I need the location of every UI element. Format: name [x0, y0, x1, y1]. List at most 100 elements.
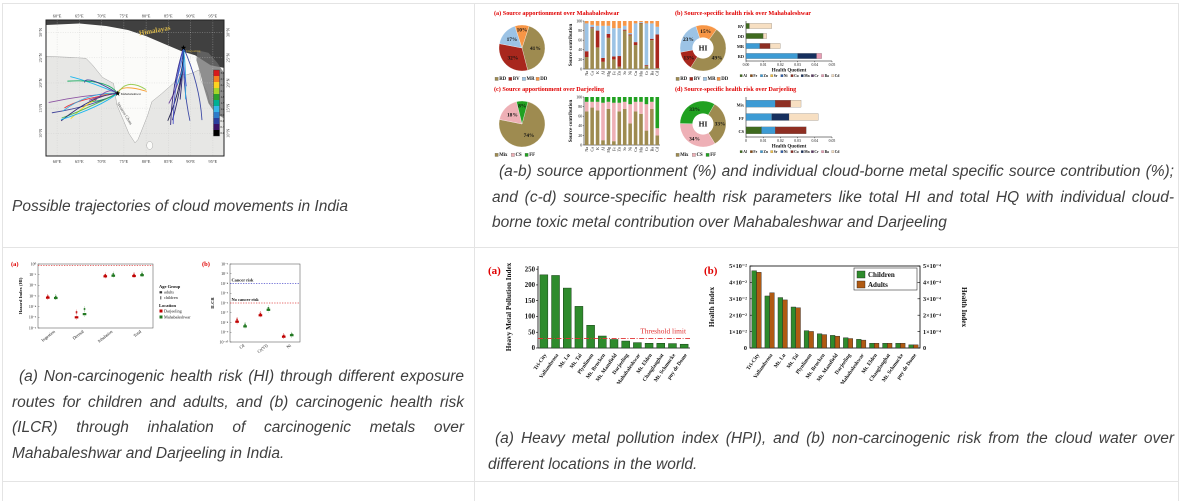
- svg-text:Health Quotient: Health Quotient: [772, 145, 807, 150]
- svg-text:K: K: [595, 71, 600, 74]
- svg-text:2×10⁻⁴: 2×10⁻⁴: [923, 312, 941, 319]
- svg-text:0.02: 0.02: [777, 63, 784, 67]
- table-border-center: [474, 3, 475, 501]
- svg-text:200: 200: [525, 282, 536, 289]
- svg-text:Total: Total: [132, 328, 143, 338]
- svg-text:90°E: 90°E: [186, 14, 195, 19]
- svg-text:FF: FF: [739, 116, 745, 121]
- svg-text:Source contribution: Source contribution: [569, 24, 574, 67]
- svg-text:BV: BV: [513, 77, 520, 82]
- svg-text:0.03: 0.03: [794, 139, 801, 143]
- svg-text:Sr: Sr: [622, 70, 627, 74]
- health-risk-charts: (a) 10⁰ 10⁻¹ 10⁻² 10⁻³ 10⁻⁴ 10⁻⁵ 10⁻⁶ Hazard Ind…: [11, 261, 301, 354]
- svg-text:0: 0: [532, 345, 536, 352]
- svg-text:CS: CS: [739, 129, 745, 134]
- svg-text:Ni: Ni: [285, 342, 292, 349]
- svg-text:Ca: Ca: [590, 147, 595, 152]
- svg-text:13%: 13%: [684, 55, 695, 61]
- svg-text:10⁻³: 10⁻³: [221, 272, 229, 276]
- svg-text:4×10⁻²: 4×10⁻²: [729, 280, 747, 287]
- svg-text:HI: HI: [699, 44, 708, 53]
- svg-text:2.4: 2.4: [221, 83, 225, 87]
- subfigure-a: (a) Source apportionment over Mahabalesh…: [494, 10, 660, 82]
- svg-text:8%: 8%: [518, 103, 526, 109]
- svg-text:0.00: 0.00: [743, 63, 750, 67]
- svg-text:0.05: 0.05: [829, 63, 836, 67]
- svg-text:30°N: 30°N: [226, 28, 231, 37]
- svg-text:No cancer risk: No cancer risk: [232, 297, 260, 302]
- svg-text:Ni: Ni: [784, 74, 788, 78]
- svg-text:0.0: 0.0: [221, 131, 225, 135]
- svg-text:65°E: 65°E: [75, 14, 84, 19]
- svg-text:Zn: Zn: [764, 150, 768, 154]
- svg-text:20°N: 20°N: [226, 78, 231, 87]
- svg-text:(a): (a): [11, 261, 19, 268]
- svg-text:Mahabaleshwar: Mahabaleshwar: [164, 314, 191, 319]
- svg-text:Cd: Cd: [238, 342, 246, 350]
- svg-text:CS: CS: [697, 153, 703, 158]
- svg-text:Fe: Fe: [753, 150, 757, 154]
- svg-text:40: 40: [578, 123, 582, 128]
- svg-text:10%: 10%: [517, 27, 528, 33]
- svg-text:0.04: 0.04: [811, 63, 818, 67]
- svg-text:0.05: 0.05: [829, 139, 836, 143]
- svg-text:Zn: Zn: [617, 147, 622, 151]
- svg-text:20°N: 20°N: [38, 78, 43, 87]
- table-border-top: [2, 3, 1179, 4]
- svg-text:Al: Al: [600, 146, 605, 151]
- svg-text:0.3: 0.3: [221, 125, 225, 129]
- svg-text:Al: Al: [743, 74, 747, 78]
- svg-text:20: 20: [578, 133, 582, 138]
- svg-text:80: 80: [578, 104, 582, 109]
- svg-text:Zn: Zn: [764, 74, 768, 78]
- table-border-middle: [2, 247, 1179, 248]
- svg-text:Heavy Metal Pollution Index: Heavy Metal Pollution Index: [505, 262, 513, 351]
- svg-text:10⁻⁵: 10⁻⁵: [29, 316, 37, 320]
- svg-text:80°E: 80°E: [142, 159, 151, 164]
- svg-text:10⁻¹⁰: 10⁻¹⁰: [220, 340, 229, 344]
- svg-text:Fe: Fe: [611, 147, 616, 151]
- svg-text:adults: adults: [164, 290, 174, 295]
- svg-text:Health Index: Health Index: [960, 287, 968, 328]
- source-apportionment-figure: (a) Source apportionment over Mahabalesh…: [488, 6, 850, 158]
- svg-text:Zn: Zn: [617, 71, 622, 75]
- svg-text:Health Quotient: Health Quotient: [772, 69, 807, 74]
- svg-text:60: 60: [578, 114, 582, 119]
- svg-text:Mahabaleshwar: Mahabaleshwar: [121, 92, 142, 96]
- svg-text:Ba: Ba: [649, 71, 654, 76]
- svg-text:DD: DD: [540, 77, 547, 82]
- svg-text:60°E: 60°E: [53, 14, 62, 19]
- subfigure-d: (d) Source-specific health risk over Dar…: [675, 86, 839, 158]
- svg-text:3×10⁻⁴: 3×10⁻⁴: [923, 296, 941, 303]
- svg-text:25°N: 25°N: [226, 53, 231, 62]
- svg-text:30°N: 30°N: [38, 28, 43, 37]
- svg-text:1.5: 1.5: [221, 101, 225, 105]
- svg-text:(b): (b): [704, 265, 718, 277]
- svg-text:10⁻²: 10⁻²: [221, 262, 229, 266]
- svg-text:60: 60: [578, 38, 582, 43]
- svg-text:0: 0: [744, 345, 747, 352]
- svg-text:5×10⁻²: 5×10⁻²: [729, 263, 747, 270]
- svg-text:Mg: Mg: [606, 147, 611, 153]
- svg-text:15°N: 15°N: [226, 104, 231, 113]
- svg-text:0: 0: [580, 142, 582, 147]
- svg-text:Cr: Cr: [814, 150, 819, 154]
- svg-text:20: 20: [578, 57, 582, 62]
- svg-text:RD: RD: [499, 77, 506, 82]
- svg-text:Cr(VI): Cr(VI): [256, 343, 269, 354]
- svg-text:Ingestion: Ingestion: [40, 328, 56, 342]
- table-border-bottom: [2, 481, 1179, 482]
- svg-text:Na: Na: [584, 147, 589, 152]
- svg-text:Ni: Ni: [628, 70, 633, 75]
- svg-text:(b) Source-specific health ris: (b) Source-specific health risk over Mah…: [675, 10, 811, 17]
- svg-text:33%: 33%: [689, 107, 700, 113]
- svg-text:0.01: 0.01: [760, 139, 767, 143]
- svg-text:Health Index: Health Index: [708, 287, 716, 328]
- svg-text:Sr: Sr: [622, 146, 627, 150]
- hpi-figure: (a) 0 50 100 150 200 250 Heavy Metal Pollution …: [482, 254, 978, 386]
- svg-text:Na: Na: [584, 71, 589, 76]
- svg-text:32%: 32%: [507, 56, 518, 62]
- svg-text:250: 250: [525, 266, 536, 273]
- svg-text:Cancer risk: Cancer risk: [232, 278, 255, 283]
- svg-text:Ni: Ni: [784, 150, 788, 154]
